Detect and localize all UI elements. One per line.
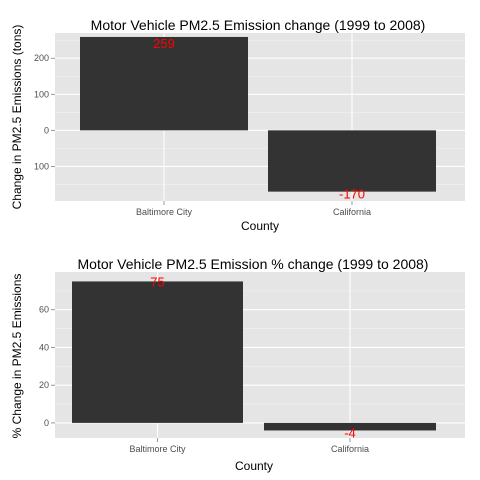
chart-2-y-ticks: 60 40 20 0 <box>39 305 55 428</box>
chart-1-y-axis-title: Change in PM2.5 Emissions (tons) <box>10 25 24 210</box>
y-tick-label: 100 <box>34 161 49 171</box>
y-tick-label: 20 <box>39 380 49 390</box>
x-tick-label: California <box>331 444 369 454</box>
bar-value-label: 259 <box>153 36 175 51</box>
y-tick-label: 0 <box>44 418 49 428</box>
bar-baltimore-city <box>80 36 248 131</box>
chart-2-bars <box>72 281 436 431</box>
chart-2-y-axis-title: % Change in PM2.5 Emissions <box>10 274 24 439</box>
bar-baltimore-city <box>72 281 243 423</box>
x-tick-label: Baltimore City <box>129 444 186 454</box>
bar-value-label: -170 <box>339 187 365 202</box>
chart-1-x-ticks: Baltimore City California <box>136 201 371 217</box>
x-tick-label: Baltimore City <box>136 207 193 217</box>
y-tick-label: 100 <box>34 89 49 99</box>
bar-value-label: -4 <box>344 425 356 440</box>
bar-value-label: 75 <box>150 274 164 289</box>
chart-2-bar-labels: 75 -4 <box>150 274 356 440</box>
chart-1-y-ticks: 200 100 0 100 <box>34 53 55 171</box>
bar-california <box>268 130 436 192</box>
chart-2-title: Motor Vehicle PM2.5 Emission % change (1… <box>78 256 429 272</box>
y-tick-label: 200 <box>34 53 49 63</box>
chart-2: Motor Vehicle PM2.5 Emission % change (1… <box>10 256 465 473</box>
y-tick-label: 40 <box>39 342 49 352</box>
y-tick-label: 60 <box>39 305 49 315</box>
chart-2-x-axis-title: County <box>235 459 273 473</box>
chart-1: Motor Vehicle PM2.5 Emission change (199… <box>10 17 465 233</box>
chart-2-x-ticks: Baltimore City California <box>129 438 369 454</box>
bar-california <box>264 422 436 431</box>
chart-1-x-axis-title: County <box>241 219 279 233</box>
chart-1-bars <box>80 36 436 192</box>
chart-1-title: Motor Vehicle PM2.5 Emission change (199… <box>91 17 426 33</box>
y-tick-label: 0 <box>44 125 49 135</box>
x-tick-label: California <box>333 207 371 217</box>
chart-1-bar-labels: 259 -170 <box>153 36 365 202</box>
